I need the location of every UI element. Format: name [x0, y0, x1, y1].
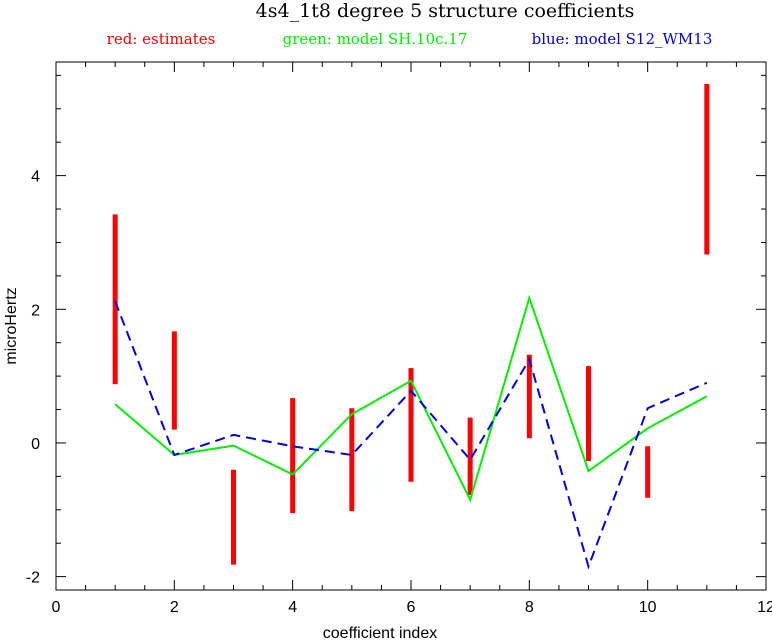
chart-title: 4s4_1t8 degree 5 structure coefficients — [256, 0, 635, 22]
legend-estimates: red: estimates — [107, 30, 216, 48]
x-tick-label: 10 — [639, 599, 657, 616]
plot-frame — [55, 61, 767, 591]
y-tick-label: 2 — [31, 302, 40, 319]
x-tick-label: 2 — [170, 599, 179, 616]
y-axis-label: microHertz — [3, 287, 20, 364]
x-tick-label: 0 — [52, 599, 61, 616]
x-tick-label: 4 — [288, 599, 297, 616]
x-tick-label: 6 — [407, 599, 416, 616]
legend-green-model: green: model SH.10c.17 — [283, 30, 468, 48]
blue-model-line — [114, 300, 708, 570]
x-tick-label: 8 — [525, 599, 534, 616]
estimate-bars — [112, 84, 710, 565]
tick-labels: 0 2 4 6 8 10 12 -2 0 2 4 — [26, 169, 772, 616]
legend-blue-model: blue: model S12_WM13 — [532, 30, 713, 48]
model-lines — [114, 294, 708, 570]
x-tick-label: 12 — [757, 599, 772, 616]
x-axis-label: coefficient index — [323, 625, 437, 641]
y-tick-label: 0 — [31, 436, 40, 453]
y-tick-label: -2 — [26, 570, 40, 587]
axis-ticks — [55, 62, 767, 590]
y-tick-label: 4 — [31, 169, 40, 186]
green-model-line — [114, 294, 708, 503]
